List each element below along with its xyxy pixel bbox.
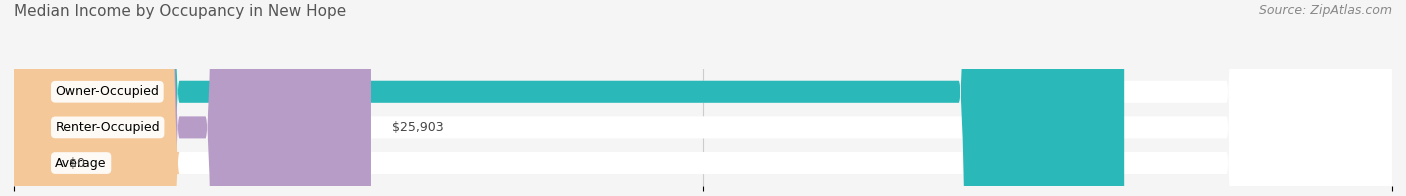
Text: $80,568: $80,568: [1144, 85, 1197, 98]
Text: Average: Average: [55, 157, 107, 170]
Text: Owner-Occupied: Owner-Occupied: [55, 85, 159, 98]
Text: Median Income by Occupancy in New Hope: Median Income by Occupancy in New Hope: [14, 4, 346, 19]
FancyBboxPatch shape: [14, 0, 371, 196]
Text: $25,903: $25,903: [392, 121, 443, 134]
FancyBboxPatch shape: [0, 0, 180, 196]
Text: Renter-Occupied: Renter-Occupied: [55, 121, 160, 134]
FancyBboxPatch shape: [14, 0, 1392, 196]
FancyBboxPatch shape: [14, 0, 1392, 196]
Text: $0: $0: [69, 157, 86, 170]
FancyBboxPatch shape: [14, 0, 1392, 196]
Text: Source: ZipAtlas.com: Source: ZipAtlas.com: [1258, 4, 1392, 17]
FancyBboxPatch shape: [14, 0, 1125, 196]
